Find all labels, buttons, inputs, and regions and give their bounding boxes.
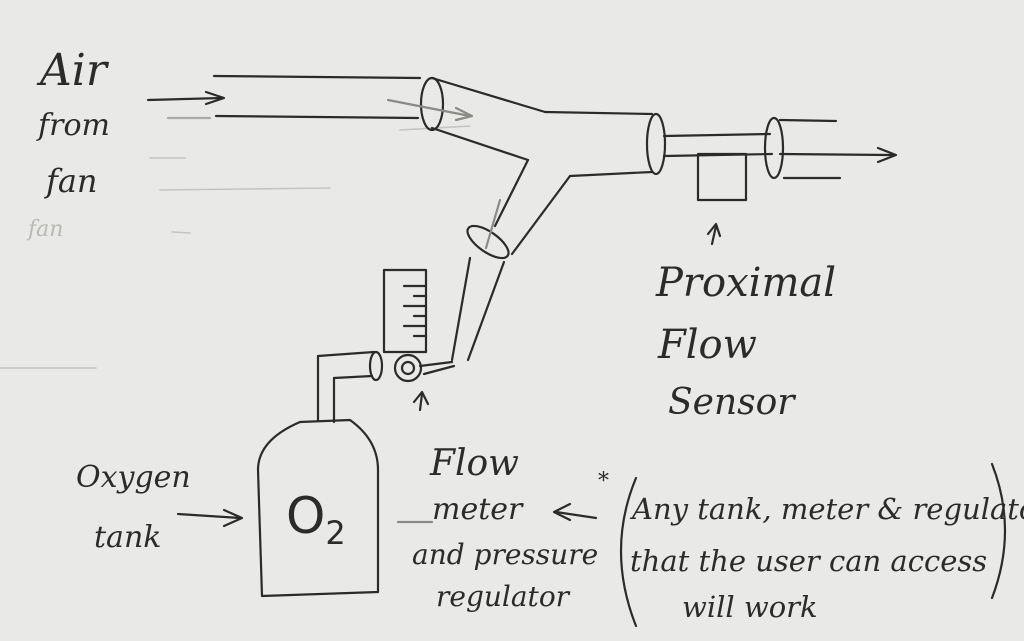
o2-label: O2 [286,487,346,552]
proximal-flow-sensor-box [696,152,748,246]
flow-sensor-flow-label: Flow [658,322,757,368]
meter-label: meter [432,492,523,527]
junction-outlet-opening [645,112,667,176]
air-inlet-pipe [212,74,547,162]
inlet-pipe-opening [419,76,445,132]
flow-meter-tube [382,268,428,354]
sensor-label: Sensor [668,382,795,423]
fan-label: fan [46,162,98,200]
and-pressure-label: and pressure [412,538,599,571]
note-asterisk: * [598,469,609,494]
flow-label: Flow [430,443,519,484]
branch-opening [466,224,510,260]
note-line-1: Any tank, meter & regulator [632,492,1024,526]
from-label: from [38,108,110,143]
air-label: Air [40,45,107,96]
regulator-knob [393,353,423,383]
oxygen-label: Oxygen [76,460,191,495]
oxygen-tank [256,418,380,598]
air-arrows [146,90,474,122]
pointer-arrows [176,502,598,528]
note-line-2: that the user can access [630,544,988,578]
proximal-label: Proximal [656,260,837,306]
note-line-3: will work [682,590,818,624]
oxygen-branch [450,198,510,362]
tank-label: tank [94,520,162,555]
note-brackets [619,462,1007,628]
sensor-outlet-opening [763,116,785,180]
regulator-label: regulator [436,580,570,613]
flow-meter [316,268,456,424]
faint-fan-label: fan [28,217,64,242]
t-junction [493,110,667,256]
